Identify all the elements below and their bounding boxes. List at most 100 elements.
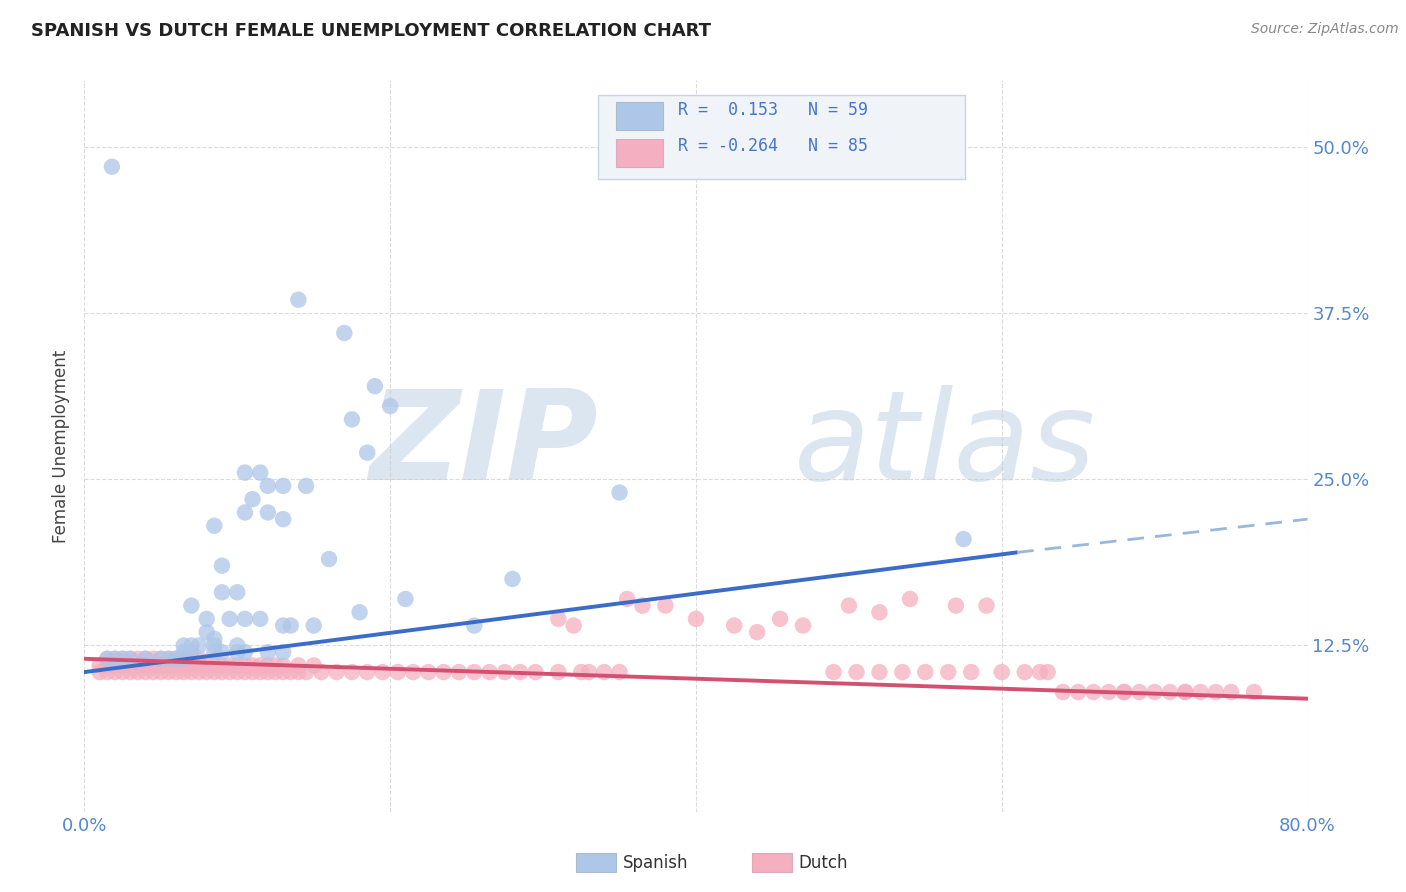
Point xyxy=(188,658,211,673)
Point xyxy=(111,652,134,666)
Point xyxy=(1036,665,1059,679)
Point xyxy=(264,658,287,673)
Point xyxy=(135,658,157,673)
Point xyxy=(1220,685,1243,699)
Point xyxy=(173,665,195,679)
Point xyxy=(165,652,187,666)
Point xyxy=(195,665,218,679)
Point xyxy=(869,605,891,619)
Point xyxy=(149,652,172,666)
Point xyxy=(242,665,264,679)
Point xyxy=(271,658,294,673)
Point xyxy=(463,618,485,632)
Point xyxy=(609,665,631,679)
Point xyxy=(104,658,127,673)
Point xyxy=(287,658,309,673)
Point xyxy=(295,665,318,679)
Point xyxy=(271,512,294,526)
Point xyxy=(226,645,249,659)
Point xyxy=(1114,685,1136,699)
Text: R = -0.264   N = 85: R = -0.264 N = 85 xyxy=(678,137,868,155)
Point xyxy=(1205,685,1227,699)
Point xyxy=(249,466,271,480)
Point xyxy=(188,665,211,679)
Point xyxy=(142,652,165,666)
Point xyxy=(111,652,134,666)
Point xyxy=(1067,685,1090,699)
Point xyxy=(142,658,165,673)
Point xyxy=(120,665,142,679)
Point xyxy=(96,652,118,666)
Point xyxy=(202,658,225,673)
Point xyxy=(1189,685,1212,699)
Point xyxy=(157,652,180,666)
Point xyxy=(157,658,180,673)
Point xyxy=(287,293,309,307)
Point xyxy=(249,612,271,626)
Point xyxy=(1014,665,1036,679)
Point xyxy=(1098,685,1121,699)
Point xyxy=(226,585,249,599)
Point xyxy=(233,645,256,659)
Point xyxy=(188,639,211,653)
Point xyxy=(976,599,998,613)
Point xyxy=(149,652,172,666)
Point xyxy=(898,591,921,606)
Point xyxy=(104,652,127,666)
Point xyxy=(142,665,165,679)
Point xyxy=(96,665,118,679)
Point xyxy=(257,506,280,520)
Point xyxy=(447,665,470,679)
Point xyxy=(433,665,456,679)
Point xyxy=(271,479,294,493)
Point xyxy=(562,618,585,632)
Point xyxy=(747,625,769,640)
Point xyxy=(195,612,218,626)
Point xyxy=(952,532,974,546)
Point xyxy=(264,665,287,679)
Point xyxy=(631,599,654,613)
Point xyxy=(226,665,249,679)
Text: Source: ZipAtlas.com: Source: ZipAtlas.com xyxy=(1251,22,1399,37)
Point xyxy=(173,652,195,666)
Point xyxy=(914,665,936,679)
Point xyxy=(202,665,225,679)
Point xyxy=(271,618,294,632)
Point xyxy=(325,665,347,679)
Point xyxy=(211,658,233,673)
Point xyxy=(547,612,569,626)
Point xyxy=(356,445,378,459)
Point xyxy=(494,665,516,679)
Point xyxy=(226,639,249,653)
Point xyxy=(127,652,149,666)
Point xyxy=(233,665,256,679)
Point xyxy=(402,665,425,679)
Point xyxy=(287,665,309,679)
Point xyxy=(685,612,707,626)
Point xyxy=(340,412,363,426)
Point xyxy=(311,665,333,679)
Point xyxy=(127,665,149,679)
Point xyxy=(547,665,569,679)
FancyBboxPatch shape xyxy=(616,139,664,167)
Point xyxy=(502,572,524,586)
Point xyxy=(180,652,202,666)
Point xyxy=(578,665,600,679)
Point xyxy=(157,652,180,666)
Point xyxy=(242,658,264,673)
Point xyxy=(202,645,225,659)
Point xyxy=(936,665,959,679)
Point xyxy=(845,665,868,679)
FancyBboxPatch shape xyxy=(598,95,965,179)
Point xyxy=(211,665,233,679)
Point xyxy=(202,639,225,653)
Text: atlas: atlas xyxy=(794,385,1095,507)
Point xyxy=(180,599,202,613)
Point xyxy=(1159,685,1181,699)
Point xyxy=(111,658,134,673)
Text: Spanish: Spanish xyxy=(623,854,689,871)
Text: R =  0.153   N = 59: R = 0.153 N = 59 xyxy=(678,101,868,119)
Point xyxy=(188,652,211,666)
Point xyxy=(202,632,225,646)
Point xyxy=(195,658,218,673)
